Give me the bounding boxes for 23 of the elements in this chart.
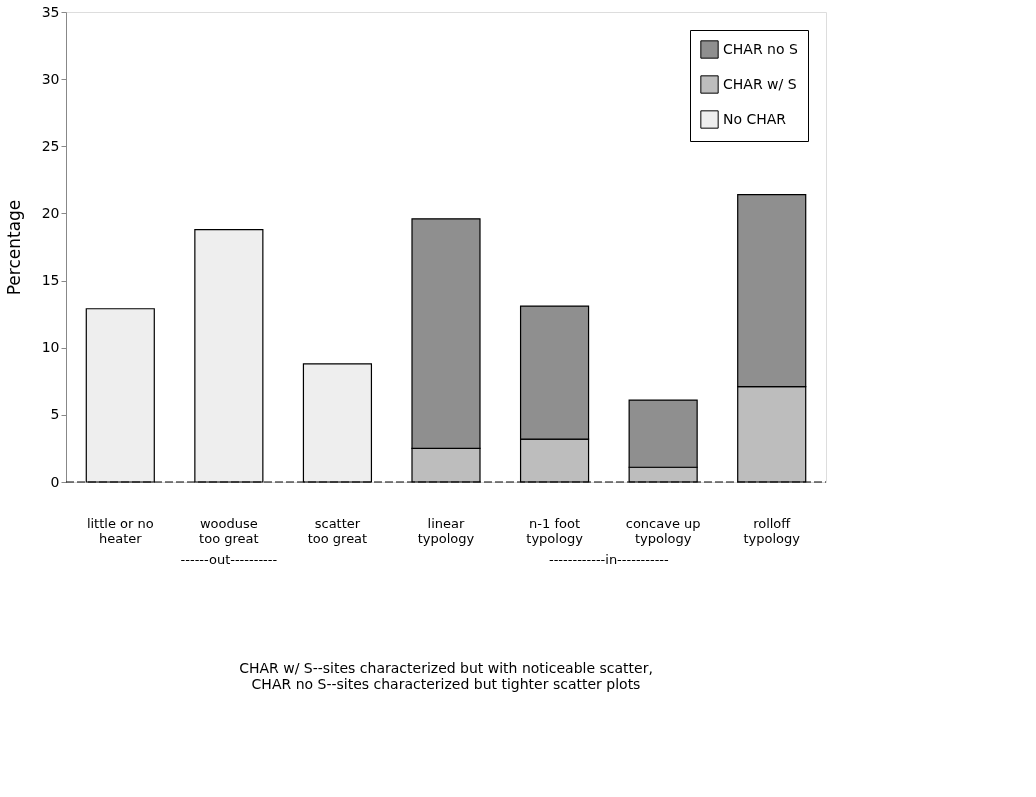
- y-tick-label: 20: [41, 204, 60, 221]
- legend-label: CHAR no S: [723, 40, 798, 57]
- y-tick-label: 15: [41, 272, 60, 289]
- text: ------------in-----------: [548, 552, 670, 567]
- x-tick-label: wooduse too great: [199, 515, 259, 546]
- text: ------out----------: [180, 552, 278, 567]
- y-tick-label: 35: [41, 3, 60, 20]
- y-tick-label: 30: [41, 70, 60, 87]
- y-tick-label: 0: [50, 473, 60, 490]
- x-tick-label: little or no heater: [86, 515, 154, 546]
- y-tick-label: 25: [41, 137, 60, 154]
- x-tick-label: concave up typology: [625, 515, 701, 546]
- text: CHAR w/ S--sites characterized but with noticeable scatter,: [239, 660, 653, 676]
- legend-label: CHAR w/ S: [723, 75, 797, 92]
- y-axis-title: Percentage: [3, 199, 24, 296]
- text: CHAR no S--sites characterized but tighter scatter plots: [251, 676, 641, 692]
- x-tick-label: linear typology: [417, 515, 475, 546]
- x-tick-label: scatter too great: [307, 515, 368, 546]
- y-tick-label: 5: [50, 406, 60, 423]
- y-tick-label: 10: [41, 339, 60, 356]
- legend-label: No CHAR: [723, 110, 787, 127]
- x-tick-label: n-1 foot typology: [526, 515, 584, 546]
- x-tick-label: rolloff typology: [743, 515, 801, 546]
